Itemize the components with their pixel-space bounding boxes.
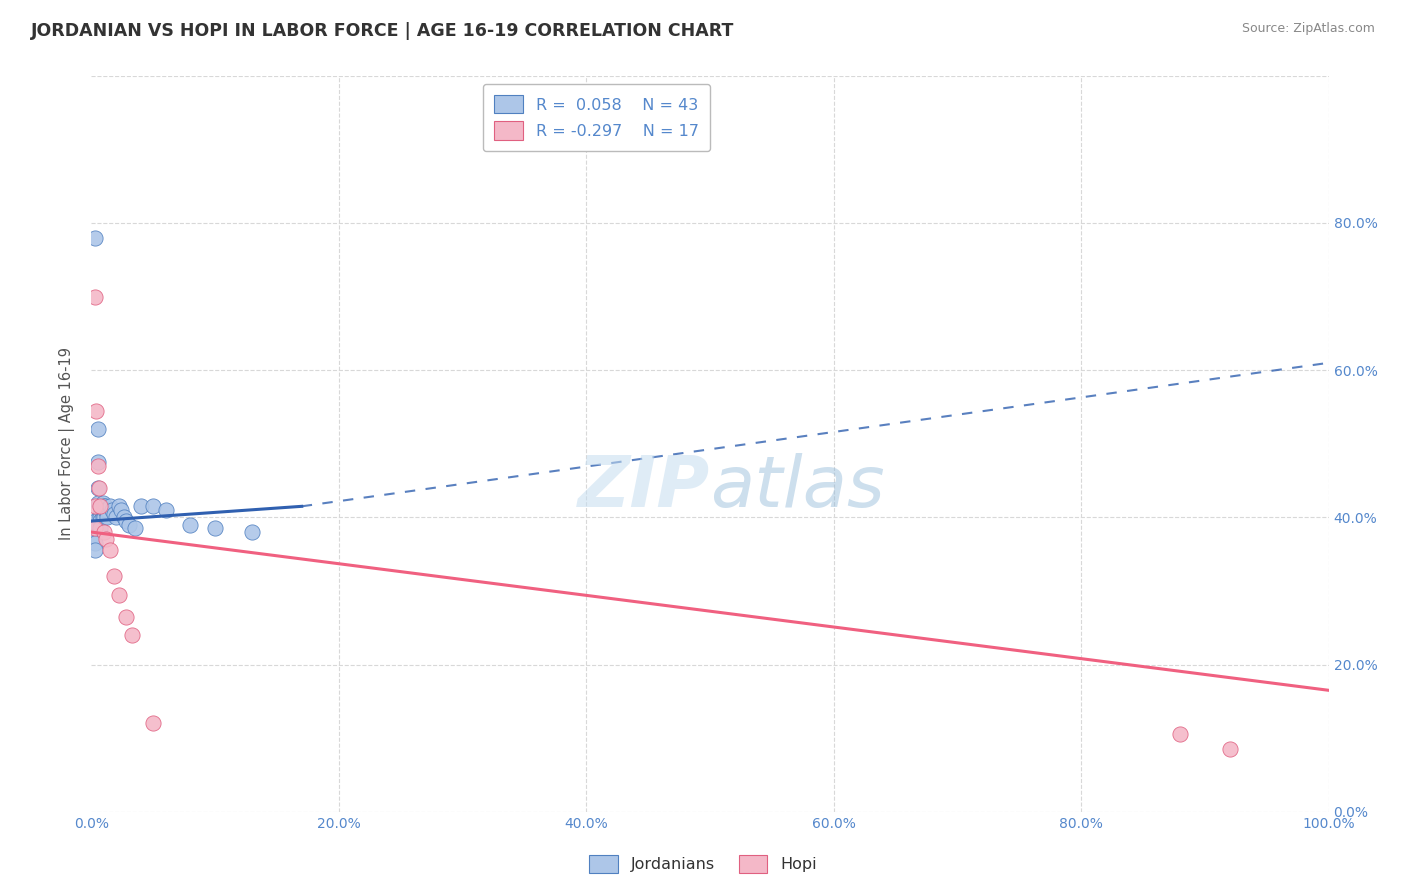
Point bbox=[121, 628, 143, 642]
Point bbox=[115, 609, 138, 624]
Point bbox=[91, 503, 114, 517]
Point bbox=[84, 521, 107, 535]
Point bbox=[93, 500, 115, 514]
Point bbox=[84, 536, 107, 550]
Point bbox=[107, 500, 129, 514]
Point bbox=[86, 403, 108, 417]
Point bbox=[117, 517, 139, 532]
Point bbox=[89, 510, 111, 524]
Point bbox=[240, 524, 263, 539]
Point bbox=[89, 500, 111, 514]
Point bbox=[155, 503, 177, 517]
Point bbox=[142, 500, 165, 514]
Point bbox=[89, 521, 111, 535]
Point bbox=[94, 500, 117, 514]
Point bbox=[1219, 742, 1241, 756]
Point bbox=[86, 458, 108, 473]
Point bbox=[87, 481, 110, 495]
Point bbox=[103, 507, 125, 521]
Point bbox=[112, 510, 135, 524]
Point bbox=[84, 521, 107, 535]
Point bbox=[1168, 727, 1191, 741]
Point bbox=[93, 524, 115, 539]
Point bbox=[86, 455, 108, 469]
Point bbox=[91, 510, 114, 524]
Point bbox=[98, 500, 121, 514]
Point bbox=[89, 500, 111, 514]
Point bbox=[86, 481, 108, 495]
Text: JORDANIAN VS HOPI IN LABOR FORCE | AGE 16-19 CORRELATION CHART: JORDANIAN VS HOPI IN LABOR FORCE | AGE 1… bbox=[31, 22, 734, 40]
Point bbox=[179, 517, 201, 532]
Point bbox=[96, 533, 118, 547]
Point bbox=[84, 500, 107, 514]
Point bbox=[96, 510, 118, 524]
Legend: R =  0.058    N = 43, R = -0.297    N = 17: R = 0.058 N = 43, R = -0.297 N = 17 bbox=[482, 84, 710, 151]
Point bbox=[84, 529, 107, 543]
Point bbox=[93, 510, 115, 524]
Point bbox=[204, 521, 226, 535]
Point bbox=[89, 507, 111, 521]
Point bbox=[91, 496, 114, 510]
Point bbox=[98, 543, 121, 558]
Point bbox=[86, 496, 108, 510]
Point bbox=[84, 543, 107, 558]
Point bbox=[90, 503, 112, 517]
Point bbox=[96, 503, 118, 517]
Point bbox=[107, 588, 129, 602]
Point bbox=[103, 569, 125, 583]
Y-axis label: In Labor Force | Age 16-19: In Labor Force | Age 16-19 bbox=[59, 347, 76, 541]
Point bbox=[101, 503, 124, 517]
Point bbox=[105, 510, 128, 524]
Text: ZIP: ZIP bbox=[578, 453, 710, 523]
Point bbox=[110, 503, 132, 517]
Point bbox=[124, 521, 146, 535]
Point bbox=[94, 503, 117, 517]
Point bbox=[89, 514, 111, 528]
Point bbox=[93, 503, 115, 517]
Point bbox=[86, 422, 108, 436]
Point bbox=[84, 289, 107, 303]
Point bbox=[142, 716, 165, 731]
Legend: Jordanians, Hopi: Jordanians, Hopi bbox=[582, 848, 824, 880]
Point bbox=[129, 500, 152, 514]
Point bbox=[84, 514, 107, 528]
Text: atlas: atlas bbox=[710, 453, 884, 523]
Point bbox=[84, 230, 107, 244]
Point bbox=[115, 514, 138, 528]
Text: Source: ZipAtlas.com: Source: ZipAtlas.com bbox=[1241, 22, 1375, 36]
Point bbox=[90, 500, 112, 514]
